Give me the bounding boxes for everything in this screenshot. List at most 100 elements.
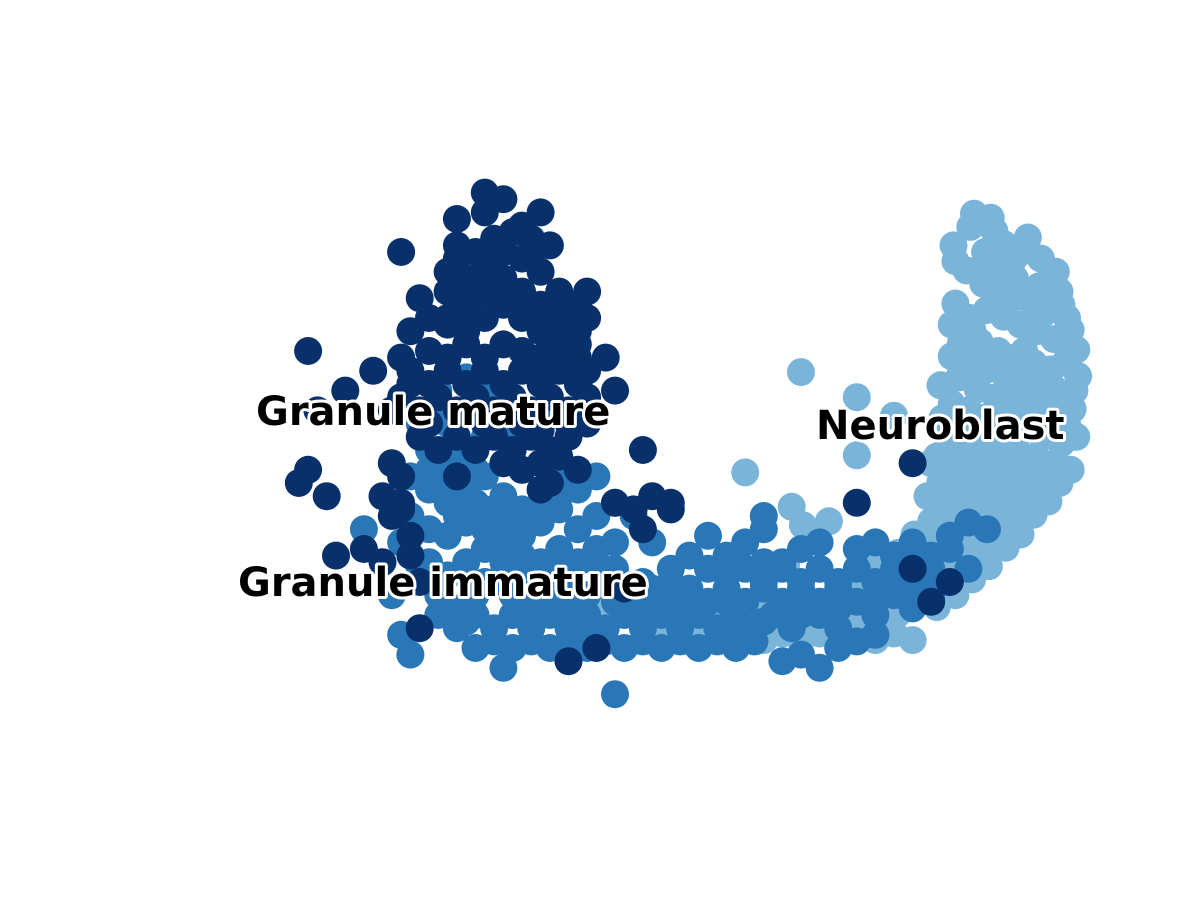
- point: [628, 515, 657, 544]
- point: [470, 409, 499, 438]
- point: [824, 594, 853, 623]
- point: [387, 238, 416, 266]
- point: [554, 587, 583, 616]
- point: [973, 251, 1001, 280]
- point: [787, 358, 815, 387]
- point: [582, 634, 611, 662]
- point-layer: [284, 178, 1093, 709]
- point: [842, 488, 871, 517]
- point: [582, 548, 611, 577]
- point: [377, 396, 406, 425]
- point: [303, 396, 332, 425]
- point: [359, 356, 388, 385]
- point: [461, 238, 490, 266]
- point: [842, 383, 871, 412]
- point: [749, 607, 778, 636]
- point: [601, 680, 629, 709]
- point: [396, 541, 425, 570]
- point: [601, 528, 629, 557]
- point: [396, 370, 425, 398]
- point: [941, 289, 970, 318]
- point: [956, 212, 985, 241]
- point: [777, 492, 806, 521]
- point: [470, 515, 499, 544]
- point: [842, 441, 871, 470]
- point: [396, 521, 425, 550]
- point: [387, 495, 416, 524]
- point: [954, 362, 983, 391]
- point: [452, 607, 481, 636]
- point: [656, 488, 685, 517]
- point: [563, 330, 592, 359]
- point: [405, 568, 434, 596]
- point: [396, 640, 425, 669]
- point: [917, 587, 946, 616]
- point: [749, 502, 778, 530]
- point: [470, 568, 499, 596]
- point: [508, 409, 536, 438]
- point: [814, 507, 843, 536]
- point: [461, 488, 490, 517]
- point: [415, 409, 443, 438]
- point: [368, 548, 397, 577]
- point: [1028, 300, 1057, 328]
- point: [926, 455, 955, 484]
- point: [470, 198, 499, 227]
- point: [591, 343, 620, 372]
- point: [396, 317, 425, 346]
- point: [610, 574, 639, 603]
- point: [563, 455, 592, 484]
- point: [573, 304, 602, 332]
- point: [675, 594, 704, 623]
- point: [749, 548, 778, 577]
- point: [861, 601, 890, 629]
- point: [349, 515, 378, 544]
- point: [377, 449, 406, 478]
- point: [861, 620, 890, 649]
- point: [1002, 467, 1031, 496]
- point: [294, 337, 323, 365]
- point: [573, 383, 602, 412]
- point: [573, 277, 602, 306]
- point: [433, 257, 462, 286]
- point: [898, 626, 927, 655]
- cluster-label-layer: Neuroblast Granule mature Granule immatu…: [235, 386, 1068, 609]
- point: [926, 371, 955, 400]
- point: [1038, 372, 1067, 401]
- point: [442, 462, 471, 491]
- series-granule-mature: [284, 178, 964, 676]
- point: [312, 482, 341, 511]
- point: [387, 343, 416, 372]
- point: [517, 238, 546, 266]
- point: [433, 304, 462, 332]
- point: [656, 568, 685, 596]
- point: [731, 458, 760, 487]
- cluster-label-granule-immature: Granule immature: [238, 560, 648, 606]
- point: [294, 455, 323, 484]
- point: [526, 475, 555, 504]
- point: [712, 587, 741, 616]
- point: [442, 205, 471, 233]
- point: [805, 528, 834, 557]
- point: [489, 653, 518, 682]
- point: [405, 614, 434, 643]
- point: [554, 409, 583, 438]
- point: [935, 568, 964, 596]
- point: [377, 581, 406, 610]
- point: [958, 314, 987, 343]
- point: [508, 574, 536, 603]
- point: [628, 436, 657, 464]
- point: [1013, 223, 1042, 252]
- point: [976, 351, 1005, 380]
- point: [898, 449, 927, 478]
- point: [712, 561, 741, 590]
- point: [898, 554, 927, 583]
- point: [987, 293, 1016, 322]
- cluster-label-neuroblast: Neuroblast: [816, 403, 1065, 449]
- point: [1010, 337, 1039, 365]
- point: [638, 594, 667, 623]
- point: [331, 376, 360, 405]
- point: [601, 376, 629, 405]
- point: [554, 647, 583, 676]
